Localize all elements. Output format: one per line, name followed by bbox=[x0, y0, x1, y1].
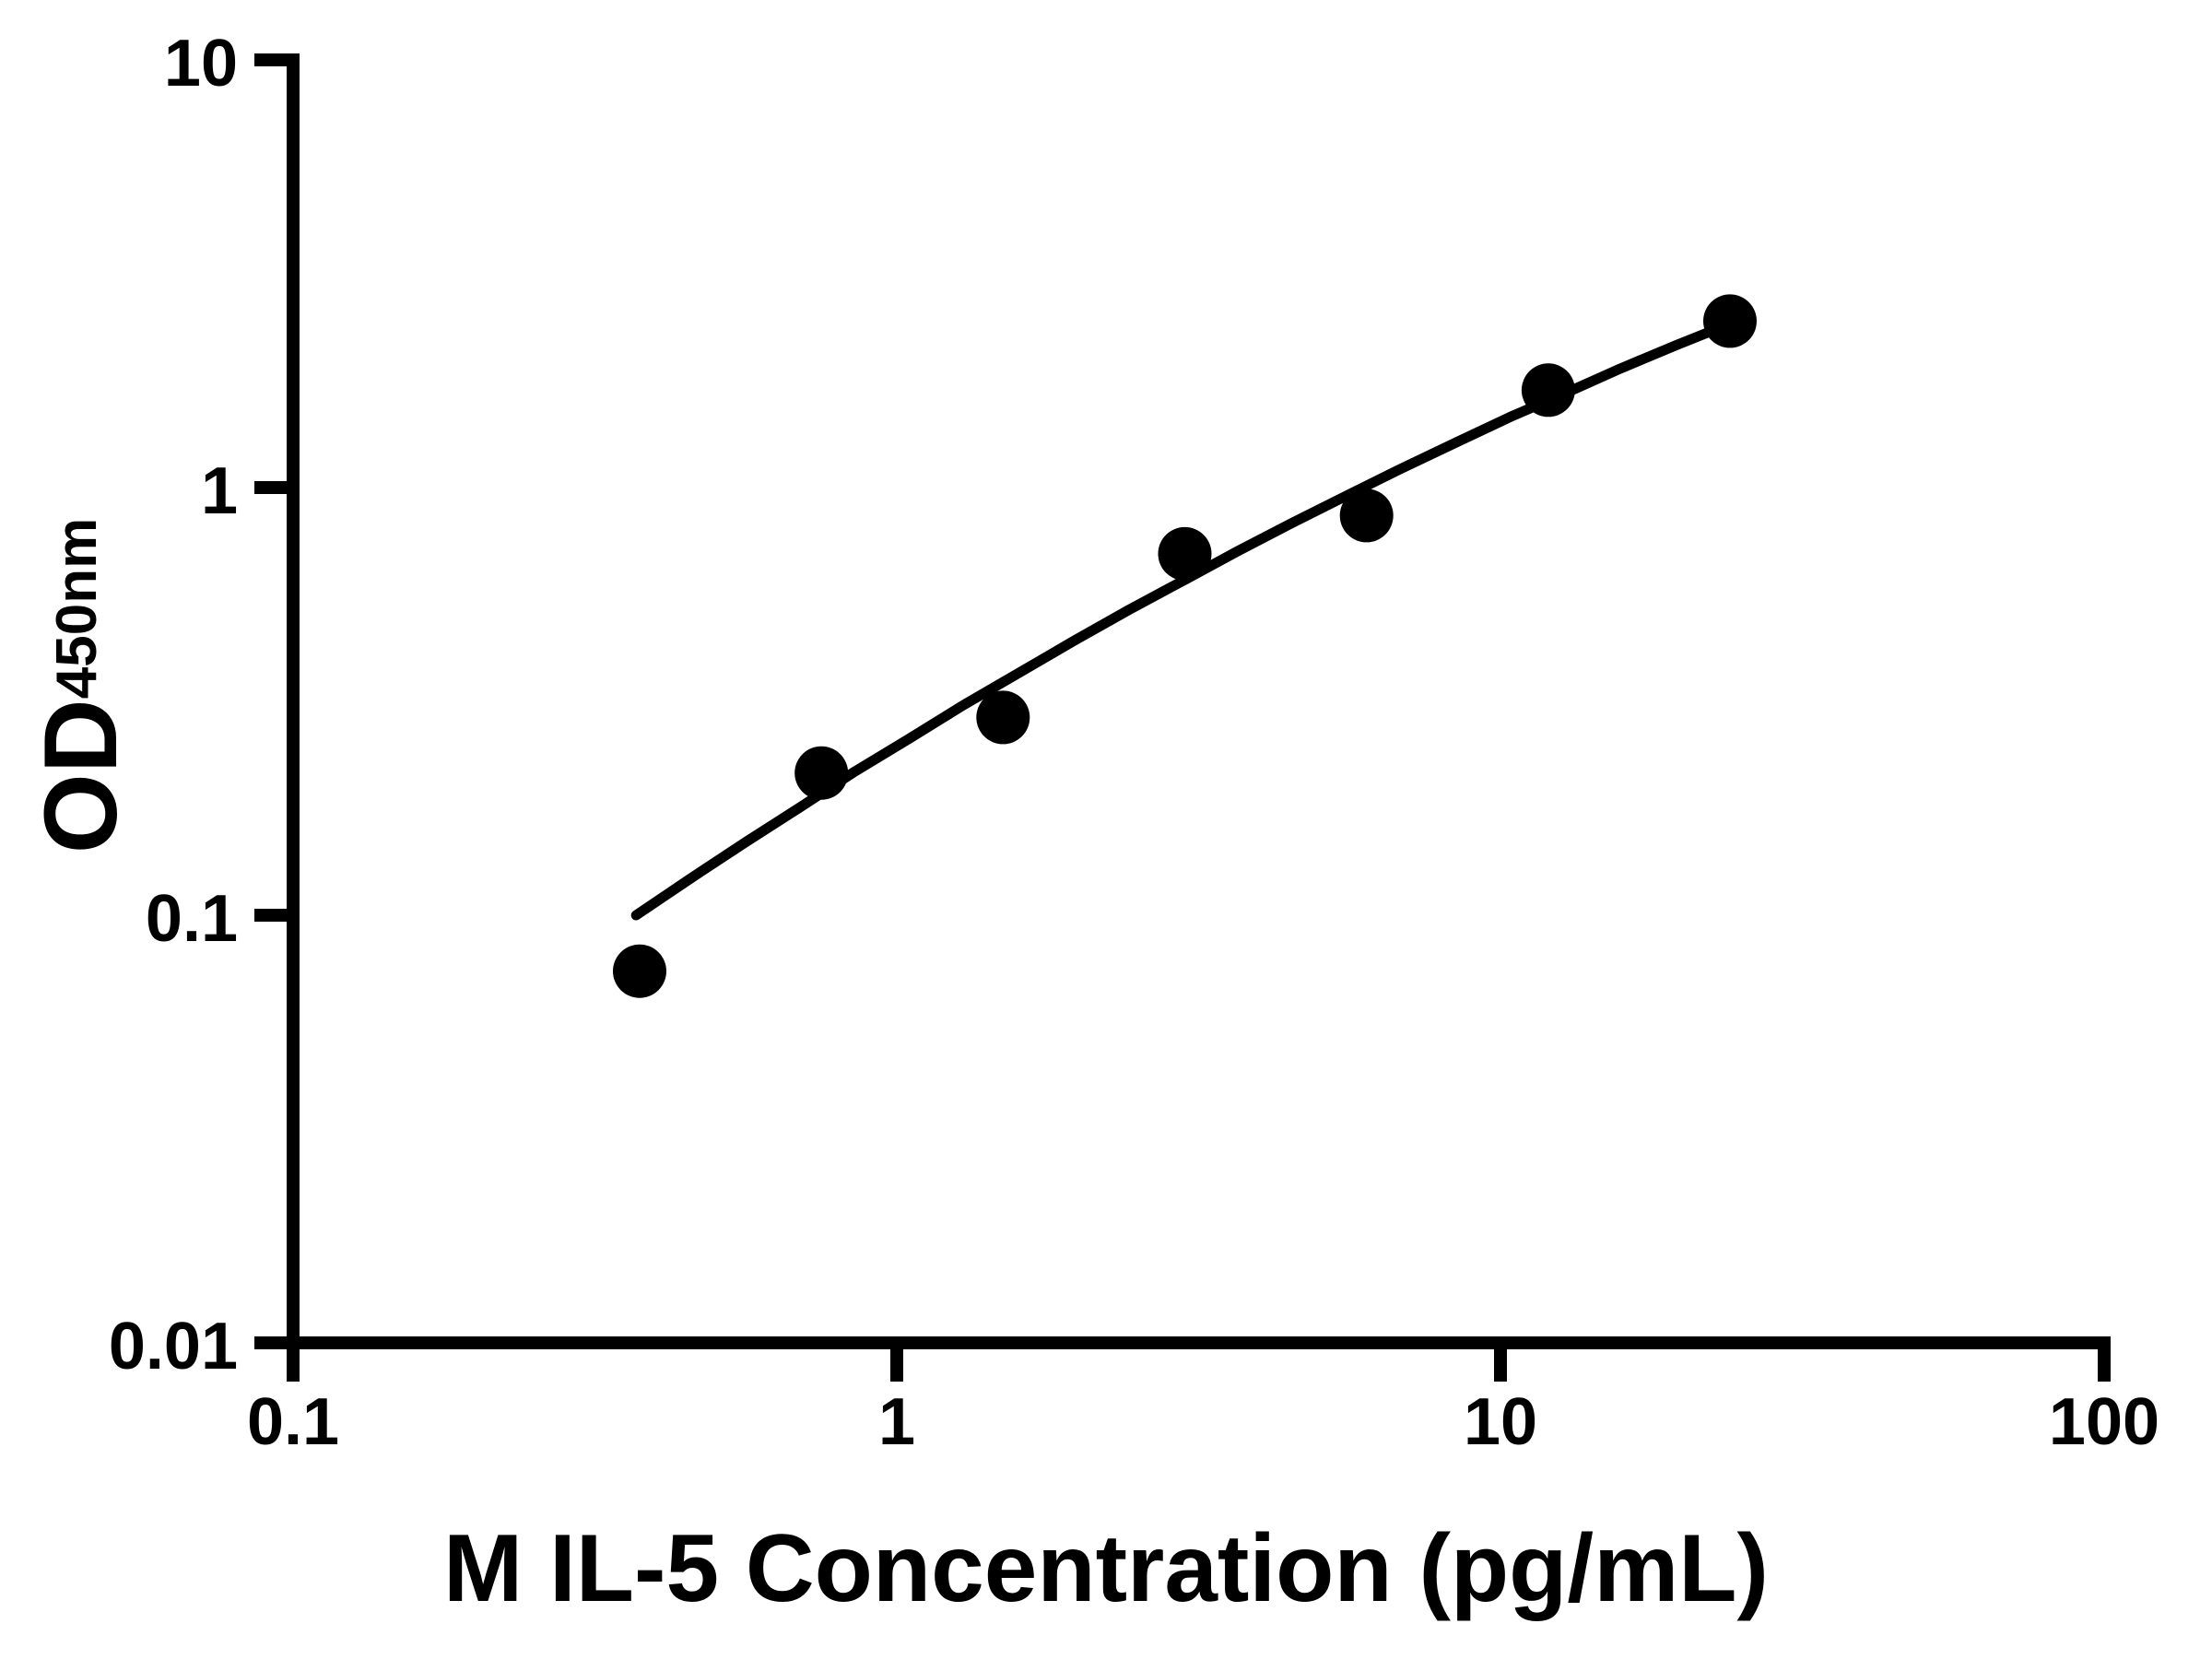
data-point bbox=[613, 944, 666, 998]
y-axis-title-subscript: 450nm bbox=[45, 518, 109, 699]
data-point bbox=[976, 690, 1030, 745]
axes-layer bbox=[287, 53, 2111, 1349]
y-axis-title-main: OD bbox=[23, 699, 138, 853]
data-point bbox=[794, 746, 849, 800]
y-axis-title-group: OD450nm bbox=[23, 518, 138, 853]
x-tick-label: 0.1 bbox=[247, 1385, 339, 1459]
data-point bbox=[1703, 294, 1757, 348]
y-tick-label: 10 bbox=[164, 27, 238, 100]
fit-curve-path bbox=[630, 318, 1736, 921]
data-point bbox=[1339, 488, 1394, 543]
y-tick-label: 0.01 bbox=[109, 1310, 238, 1383]
y-tick-label: 1 bbox=[201, 454, 238, 528]
data-point bbox=[1521, 363, 1575, 418]
y-axis-title: OD450nm bbox=[23, 518, 138, 853]
tick-layer bbox=[254, 53, 2111, 1382]
x-axis-title: M IL-5 Concentration (pg/mL) bbox=[443, 1515, 1769, 1622]
x-tick-label: 1 bbox=[878, 1385, 915, 1459]
y-tick-label: 0.1 bbox=[146, 882, 238, 956]
x-tick-label: 100 bbox=[2049, 1385, 2159, 1459]
data-point bbox=[1158, 526, 1212, 581]
series-layer bbox=[613, 294, 1757, 998]
x-tick-label: 10 bbox=[1464, 1385, 1537, 1459]
